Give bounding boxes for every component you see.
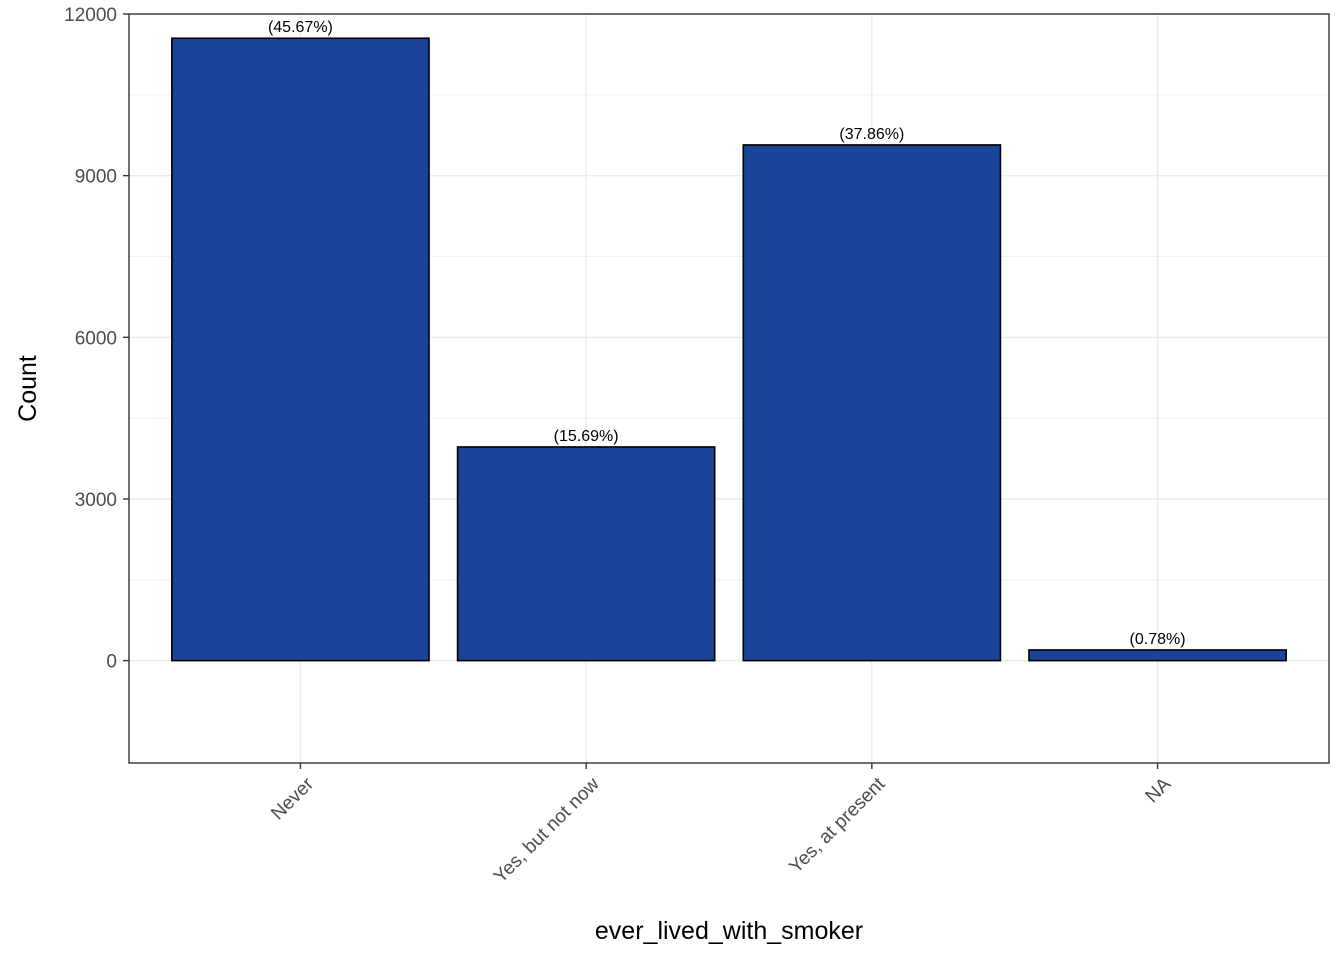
data-label: (45.67%) xyxy=(268,19,333,36)
data-label: (15.69%) xyxy=(554,428,619,445)
y-axis-title: Count xyxy=(14,355,42,422)
panel-border xyxy=(128,13,1330,764)
bar xyxy=(742,144,1002,662)
x-axis: Never Yes, but not now Yes, at present NA xyxy=(267,763,1175,887)
bar xyxy=(456,446,716,662)
data-label: (0.78%) xyxy=(1130,631,1186,648)
bars xyxy=(171,37,1287,662)
x-axis-title: ever_lived_with_smoker xyxy=(595,917,863,945)
y-tick-label: 9000 xyxy=(75,167,117,188)
x-tick-label: NA xyxy=(1142,773,1176,807)
data-labels: (45.67%) (15.69%) (37.86%) (0.78%) xyxy=(268,19,1186,648)
data-label: (37.86%) xyxy=(839,126,904,143)
y-tick-label: 0 xyxy=(106,652,117,673)
y-tick-label: 12000 xyxy=(64,5,117,26)
x-tick-label: Yes, but not now xyxy=(490,773,604,887)
y-tick-label: 3000 xyxy=(75,490,117,511)
bar xyxy=(1028,649,1287,662)
x-tick-label: Never xyxy=(267,773,318,824)
y-tick-label: 6000 xyxy=(75,328,117,349)
y-axis: 0 3000 6000 9000 12000 xyxy=(64,5,129,673)
x-tick-label: Yes, at present xyxy=(785,773,889,877)
bar xyxy=(171,37,430,662)
